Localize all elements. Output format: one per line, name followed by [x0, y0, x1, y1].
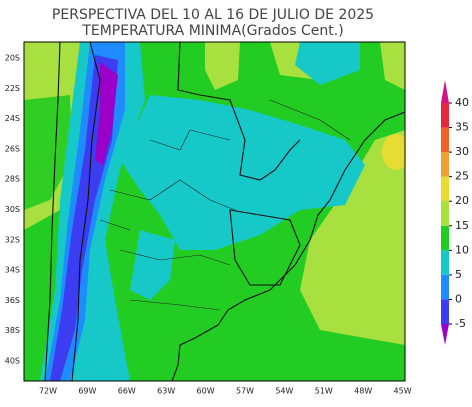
- lon-label: 51W: [315, 387, 333, 396]
- colorbar-segment: [441, 152, 449, 177]
- colorbar-segment: [441, 176, 449, 202]
- lat-label: 28S: [5, 175, 20, 184]
- colorbar-segment: [441, 127, 449, 153]
- map-frame: [23, 41, 406, 382]
- colorbar-label: 30: [455, 145, 469, 158]
- lon-label: 69W: [78, 387, 96, 396]
- colorbar-label: 25: [455, 170, 469, 183]
- colorbar-segment: [441, 299, 449, 324]
- lon-label: 45W: [394, 387, 412, 396]
- lon-label: 48W: [354, 387, 372, 396]
- lon-label: 66W: [118, 387, 136, 396]
- title: PERSPECTIVA DEL 10 AL 16 DE JULIO DE 202…: [52, 7, 374, 23]
- colorbar-label: 20: [455, 194, 469, 207]
- colorbar-segment: [441, 250, 449, 275]
- lat-label: 32S: [5, 235, 20, 244]
- colorbar-label: 10: [455, 243, 469, 256]
- lat-label: 26S: [5, 144, 20, 153]
- lon-label: 72W: [39, 387, 57, 396]
- lat-label: 24S: [5, 114, 20, 123]
- subtitle: TEMPERATURA MINIMA(Grados Cent.): [81, 23, 343, 39]
- lat-label: 34S: [5, 266, 20, 275]
- colorbar-label: 0: [455, 292, 462, 305]
- colorbar-label: 35: [455, 121, 469, 134]
- map-field: [24, 42, 405, 381]
- colorbar-segment: [441, 225, 449, 251]
- colorbar-segment: [441, 103, 449, 128]
- colorbar-arrow-high: [441, 80, 449, 103]
- lat-label: 22S: [5, 84, 20, 93]
- lon-label: 63W: [157, 387, 175, 396]
- colorbar-segment: [441, 201, 449, 226]
- lat-label: 20S: [5, 54, 20, 63]
- lat-label: 36S: [5, 296, 20, 305]
- colorbar-label: -5: [455, 317, 466, 330]
- colorbar-label: 40: [455, 96, 469, 109]
- lon-label: 57W: [236, 387, 254, 396]
- colorbar-label: 5: [455, 268, 462, 281]
- lon-label: 60W: [197, 387, 215, 396]
- colorbar-segment: [441, 274, 449, 300]
- lat-label: 40S: [5, 357, 20, 366]
- lat-label: 30S: [5, 205, 20, 214]
- lat-label: 38S: [5, 326, 20, 335]
- colorbar-label: 15: [455, 219, 469, 232]
- lon-label: 54W: [275, 387, 293, 396]
- colorbar-arrow-low: [441, 324, 449, 345]
